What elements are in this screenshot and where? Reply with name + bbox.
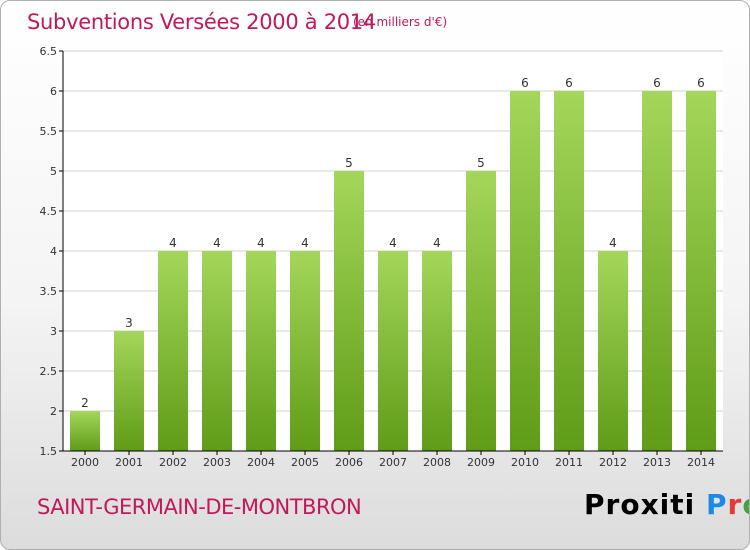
x-tick-label: 2000 (71, 456, 99, 469)
logo-letter: P (705, 488, 728, 521)
x-tick-label: 2005 (291, 456, 319, 469)
data-label: 2 (81, 396, 89, 410)
bar (598, 251, 628, 451)
data-label: 4 (213, 236, 221, 250)
bars (70, 91, 716, 451)
y-tick-label: 4 (50, 245, 57, 258)
x-tick-label: 2012 (599, 456, 627, 469)
bar (510, 91, 540, 451)
bar (202, 251, 232, 451)
y-tick-label: 2.5 (40, 365, 58, 378)
y-tick-label: 3 (50, 325, 57, 338)
x-tick-label: 2011 (555, 456, 583, 469)
commune-name: SAINT-GERMAIN-DE-MONTBRON (37, 495, 362, 519)
x-tick-label: 2009 (467, 456, 495, 469)
proxiti-logo: Proxiti Proxiti (584, 488, 749, 521)
data-label: 6 (697, 76, 705, 90)
data-label: 6 (521, 76, 529, 90)
logo-letter: o (742, 488, 749, 521)
chart-subtitle: (en milliers d'€) (353, 15, 448, 29)
bar (158, 251, 188, 451)
data-label: 4 (609, 236, 617, 250)
data-label: 4 (389, 236, 397, 250)
data-label: 5 (477, 156, 485, 170)
bar (466, 171, 496, 451)
y-tick-label: 6 (50, 85, 57, 98)
data-labels: 2 3 4 4 4 4 5 4 4 5 6 6 4 6 6 (81, 76, 705, 410)
y-tick-label: 4.5 (40, 205, 58, 218)
x-tick-label: 2004 (247, 456, 275, 469)
y-tick-label: 5.5 (40, 125, 58, 138)
data-label: 6 (565, 76, 573, 90)
bar (114, 331, 144, 451)
bar (554, 91, 584, 451)
y-tick-label: 5 (50, 165, 57, 178)
y-tick-label: 1.5 (40, 445, 58, 458)
bar (642, 91, 672, 451)
bar (246, 251, 276, 451)
data-label: 3 (125, 316, 133, 330)
data-label: 4 (169, 236, 177, 250)
data-label: 6 (653, 76, 661, 90)
y-tick-label: 6.5 (40, 45, 58, 58)
bar (70, 411, 100, 451)
x-tick-labels: 2000 2001 2002 2003 2004 2005 2006 2007 2008 2009… (71, 456, 715, 469)
x-tick-label: 2007 (379, 456, 407, 469)
x-tick-label: 2013 (643, 456, 671, 469)
x-tick-label: 2001 (115, 456, 143, 469)
x-tick-label: 2006 (335, 456, 363, 469)
y-tick-label: 3.5 (40, 285, 58, 298)
x-tick-label: 2014 (687, 456, 715, 469)
bar (378, 251, 408, 451)
bar (290, 251, 320, 451)
logo-letter: r (727, 488, 743, 521)
bar (686, 91, 716, 451)
bar (422, 251, 452, 451)
x-tick-label: 2008 (423, 456, 451, 469)
axes (59, 50, 723, 455)
y-tick-labels: 1.5 2 2.5 3 3.5 4 4.5 5 5.5 6 6.5 (40, 45, 58, 458)
x-tick-label: 2002 (159, 456, 187, 469)
data-label: 4 (257, 236, 265, 250)
y-tick-label: 2 (50, 405, 57, 418)
data-label: 5 (345, 156, 353, 170)
bar (334, 171, 364, 451)
data-label: 4 (433, 236, 441, 250)
chart-title: Subventions Versées 2000 à 2014 (27, 10, 376, 34)
data-label: 4 (301, 236, 309, 250)
x-tick-label: 2010 (511, 456, 539, 469)
x-tick-label: 2003 (203, 456, 231, 469)
